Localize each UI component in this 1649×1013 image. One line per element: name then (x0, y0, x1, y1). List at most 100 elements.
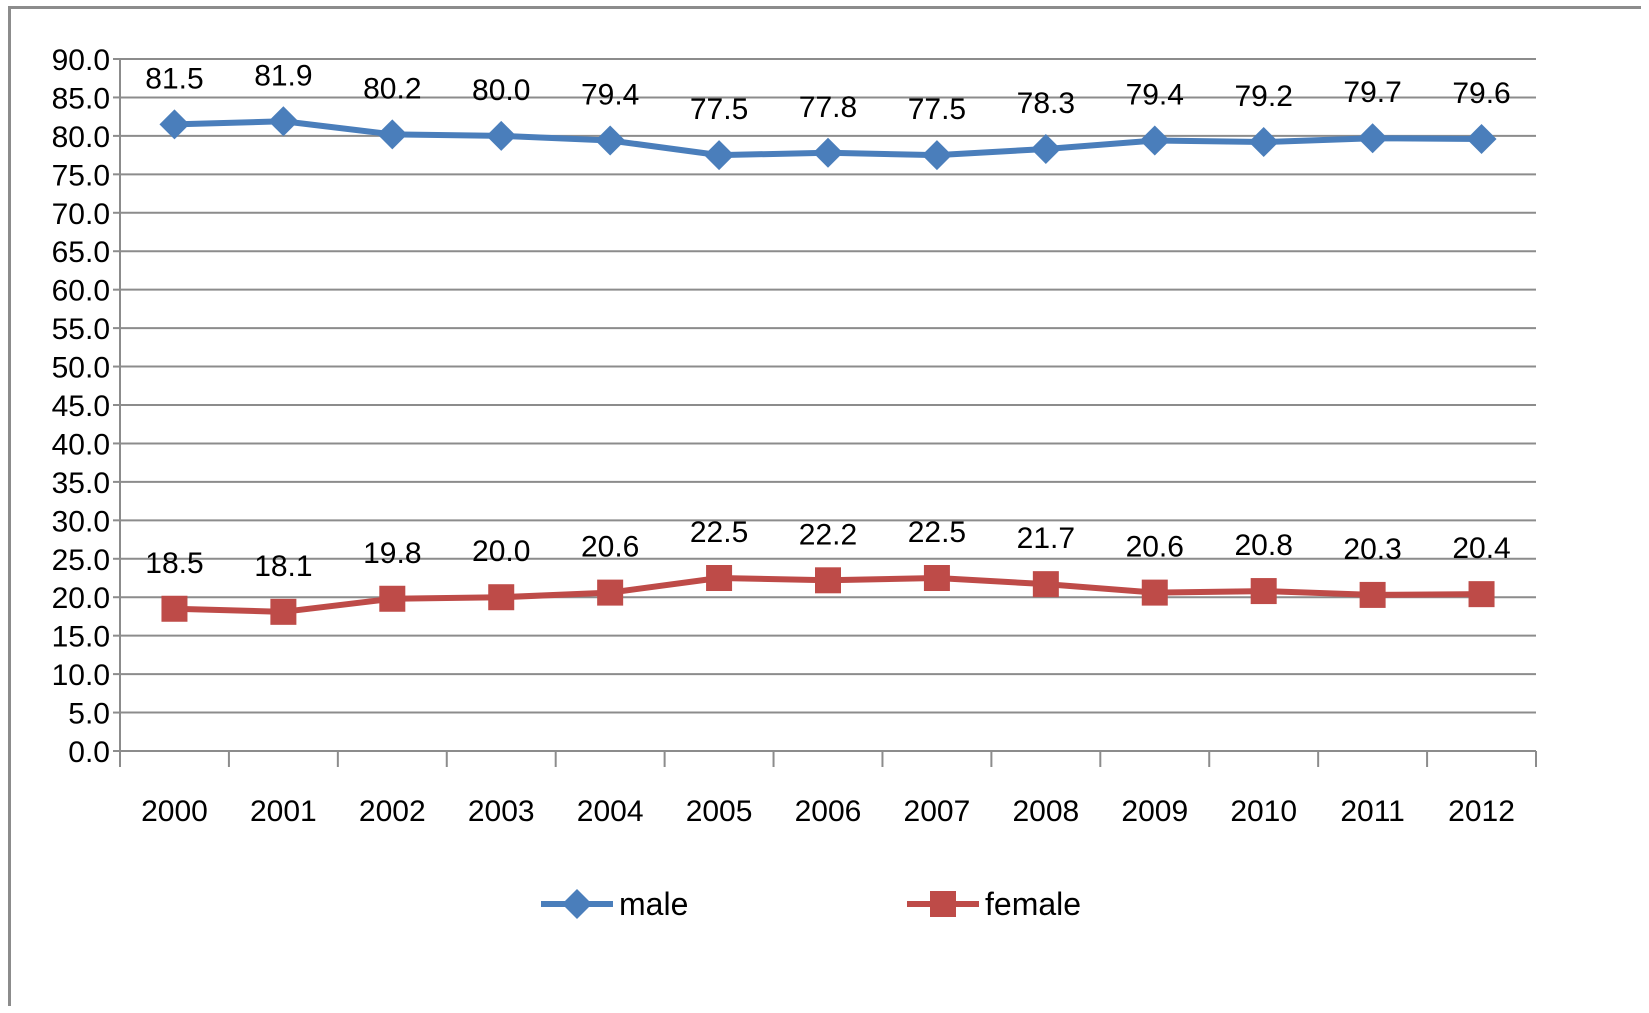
legend: male female (541, 886, 1081, 922)
x-tick-label: 2000 (141, 795, 208, 828)
female-point (1250, 578, 1277, 605)
female-point (597, 579, 624, 606)
male-point (486, 120, 517, 151)
y-tick-label: 50.0 (52, 352, 110, 385)
male-data-label: 79.4 (1126, 79, 1184, 112)
x-tick-label: 2007 (904, 795, 971, 828)
male-data-label: 79.4 (581, 79, 639, 112)
female-data-label: 22.5 (908, 516, 966, 549)
male-data-label: 77.5 (690, 93, 748, 126)
male-point (595, 125, 626, 156)
y-tick-label: 5.0 (68, 698, 110, 731)
female-data-label: 20.4 (1452, 532, 1510, 565)
male-point (921, 140, 952, 171)
x-tick-label: 2004 (577, 795, 644, 828)
legend-label: male (619, 886, 688, 922)
male-data-label: 78.3 (1017, 87, 1075, 120)
x-tick-label: 2009 (1121, 795, 1188, 828)
female-data-label: 20.0 (472, 535, 530, 568)
female-data-label: 19.8 (363, 537, 421, 570)
x-axis-tick-labels: 2000 2001 2002 2003 2004 2005 2006 2007 2008 2009… (141, 795, 1515, 828)
legend-item-male: male (541, 886, 688, 922)
female-data-label: 20.8 (1234, 529, 1292, 562)
female-point (923, 565, 950, 591)
male-point (813, 137, 843, 168)
x-tick-label: 2006 (795, 795, 862, 828)
y-tick-label: 70.0 (52, 198, 110, 231)
y-tick-label: 75.0 (52, 159, 110, 192)
male-point (268, 106, 299, 137)
series-lines (159, 106, 1497, 625)
female-point (1359, 581, 1386, 608)
male-point (1248, 127, 1279, 158)
y-tick-label: 10.0 (52, 659, 110, 692)
data-labels: 81.5 81.9 80.2 80.0 79.4 77.5 77.8 77.5 78.3 79.4… (145, 59, 1510, 583)
male-data-label: 81.9 (254, 59, 312, 92)
y-tick-label: 40.0 (52, 428, 110, 461)
female-point (379, 585, 406, 612)
x-tick-label: 2002 (359, 795, 426, 828)
y-tick-label: 55.0 (52, 313, 110, 346)
y-tick-label: 25.0 (52, 544, 110, 577)
y-tick-label: 35.0 (52, 467, 110, 500)
male-point (159, 109, 190, 140)
female-point (1032, 571, 1059, 598)
y-tick-label: 0.0 (68, 736, 110, 769)
line-chart: 0.0 5.0 10.0 15.0 20.0 25.0 30.0 35.0 40.0 45.0 50… (52, 44, 1537, 922)
male-point (1466, 123, 1497, 154)
y-tick-label: 20.0 (52, 582, 110, 615)
y-axis-tick-labels: 0.0 5.0 10.0 15.0 20.0 25.0 30.0 35.0 40.0 45.0 50… (52, 44, 110, 769)
female-data-label: 18.5 (145, 547, 203, 580)
series-male (159, 106, 1497, 171)
male-data-label: 79.2 (1234, 80, 1292, 113)
female-data-label: 18.1 (254, 550, 312, 583)
female-data-label: 20.6 (581, 531, 639, 564)
male-data-label: 77.8 (799, 91, 857, 124)
female-data-label: 20.6 (1126, 531, 1184, 564)
male-data-label: 80.2 (363, 72, 421, 105)
x-tick-label: 2003 (468, 795, 535, 828)
x-tick-label: 2012 (1448, 795, 1515, 828)
y-tick-label: 85.0 (52, 82, 110, 115)
male-data-label: 79.6 (1452, 77, 1510, 110)
series-female (161, 565, 1495, 625)
y-tick-label: 15.0 (52, 621, 110, 654)
female-data-label: 21.7 (1017, 522, 1075, 555)
x-tick-label: 2005 (686, 795, 753, 828)
legend-swatch-marker (562, 889, 592, 919)
y-tick-label: 80.0 (52, 121, 110, 154)
female-point (1468, 581, 1495, 608)
female-point (1141, 579, 1168, 606)
y-tick-label: 45.0 (52, 390, 110, 423)
legend-label: female (985, 886, 1081, 922)
female-data-label: 22.2 (799, 518, 857, 551)
female-point (815, 567, 841, 594)
grid-lines (120, 58, 1536, 714)
y-tick-label: 60.0 (52, 275, 110, 308)
female-point (270, 598, 297, 625)
female-point (706, 565, 733, 591)
x-tick-label: 2011 (1340, 795, 1405, 828)
male-point (377, 119, 408, 150)
female-point (161, 595, 188, 622)
female-data-label: 20.3 (1343, 533, 1401, 566)
female-data-label: 22.5 (690, 516, 748, 549)
male-point (1139, 125, 1170, 156)
y-tick-label: 90.0 (52, 44, 110, 77)
y-tick-label: 30.0 (52, 505, 110, 538)
male-data-label: 81.5 (145, 62, 203, 95)
male-data-label: 77.5 (908, 93, 966, 126)
axes (113, 58, 1537, 767)
x-tick-label: 2008 (1012, 795, 1079, 828)
y-tick-label: 65.0 (52, 236, 110, 269)
x-tick-label: 2001 (250, 795, 317, 828)
male-point (1030, 133, 1061, 164)
male-data-label: 80.0 (472, 74, 530, 107)
chart-frame: 0.0 5.0 10.0 15.0 20.0 25.0 30.0 35.0 40.0 45.0 50… (8, 6, 1641, 1006)
male-point (704, 140, 735, 171)
male-point (1357, 123, 1388, 154)
male-data-label: 79.7 (1343, 76, 1401, 109)
female-point (488, 584, 515, 611)
legend-swatch-marker (930, 891, 956, 917)
legend-item-female: female (907, 886, 1081, 922)
